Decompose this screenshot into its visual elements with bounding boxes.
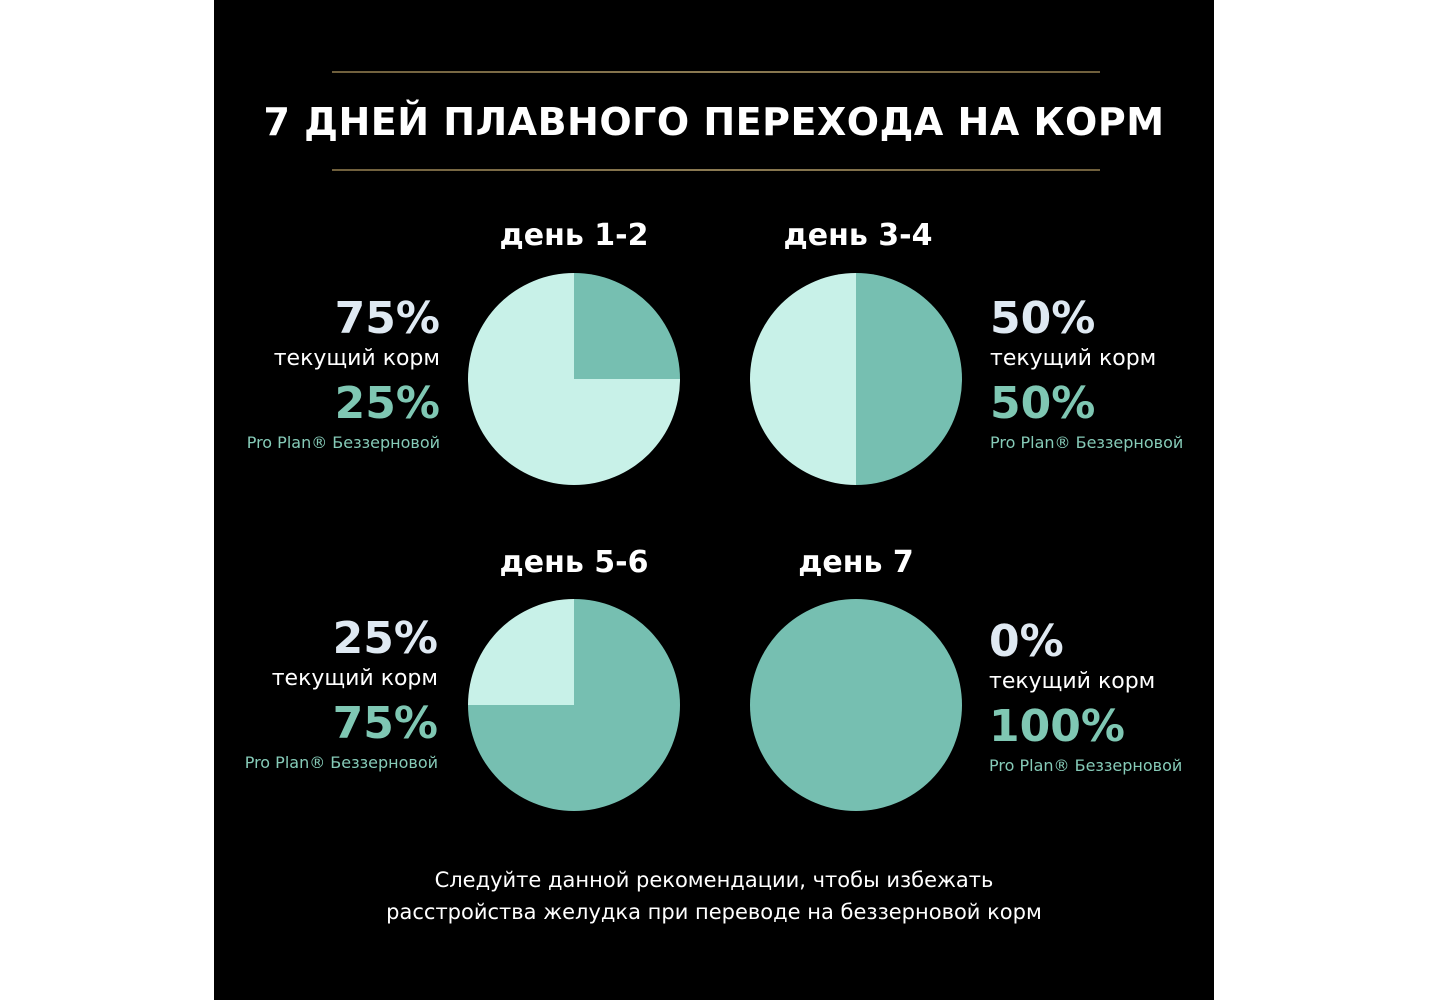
infographic-panel <box>214 0 1214 1000</box>
pro-plan-percent: 25% <box>334 378 440 429</box>
day-label-2: день 3-4 <box>783 218 933 253</box>
pie-chart-day-7 <box>750 599 962 811</box>
note-line-2: расстройства желудка при переводе на без… <box>386 900 1042 924</box>
stats-day-1-2: 75% текущий корм 25% Pro Plan® Беззернов… <box>180 294 440 454</box>
note-line-1: Следуйте данной рекомендации, чтобы избе… <box>434 868 994 892</box>
current-percent: 50% <box>990 293 1096 344</box>
pie-slice-current <box>750 273 856 485</box>
current-label: текущий корм <box>273 346 440 371</box>
stats-day-3-4: 50% текущий корм 50% Pro Plan® Беззернов… <box>990 294 1250 454</box>
pro-plan-label: Pro Plan® Беззерновой <box>244 753 438 772</box>
pie-slice-pro-plan <box>574 273 680 379</box>
pro-plan-label: Pro Plan® Беззерновой <box>989 756 1183 775</box>
top-rule <box>332 71 1100 73</box>
current-percent: 0% <box>989 616 1064 667</box>
pie-slice-current <box>468 273 680 485</box>
pie-chart-day-5-6 <box>468 599 680 811</box>
pro-plan-percent: 100% <box>989 701 1125 752</box>
current-percent: 75% <box>334 293 440 344</box>
day-label-1: день 1-2 <box>499 218 649 253</box>
current-percent: 25% <box>332 613 438 664</box>
current-label: текущий корм <box>990 346 1157 371</box>
pro-plan-label: Pro Plan® Беззерновой <box>246 433 440 452</box>
page-title: 7 ДНЕЙ ПЛАВНОГО ПЕРЕХОДА НА КОРМ <box>263 100 1165 144</box>
pie-chart-day-3-4 <box>750 273 962 485</box>
pie-chart-day-1-2 <box>468 273 680 485</box>
current-label: текущий корм <box>989 669 1156 694</box>
current-label: текущий корм <box>271 666 438 691</box>
bottom-rule <box>332 169 1100 171</box>
pie-slice-pro-plan <box>856 273 962 485</box>
pro-plan-percent: 50% <box>990 378 1096 429</box>
stats-day-5-6: 25% текущий корм 75% Pro Plan® Беззернов… <box>178 614 438 774</box>
pro-plan-label: Pro Plan® Беззерновой <box>990 433 1184 452</box>
pie-slice-pro-plan <box>750 599 962 811</box>
stats-day-7: 0% текущий корм 100% Pro Plan® Беззернов… <box>989 617 1249 777</box>
day-label-3: день 5-6 <box>499 545 649 580</box>
pie-slice-current <box>468 599 574 705</box>
pro-plan-percent: 75% <box>332 698 438 749</box>
recommendation-note: Следуйте данной рекомендации, чтобы избе… <box>214 864 1214 928</box>
day-label-4: день 7 <box>798 545 914 580</box>
